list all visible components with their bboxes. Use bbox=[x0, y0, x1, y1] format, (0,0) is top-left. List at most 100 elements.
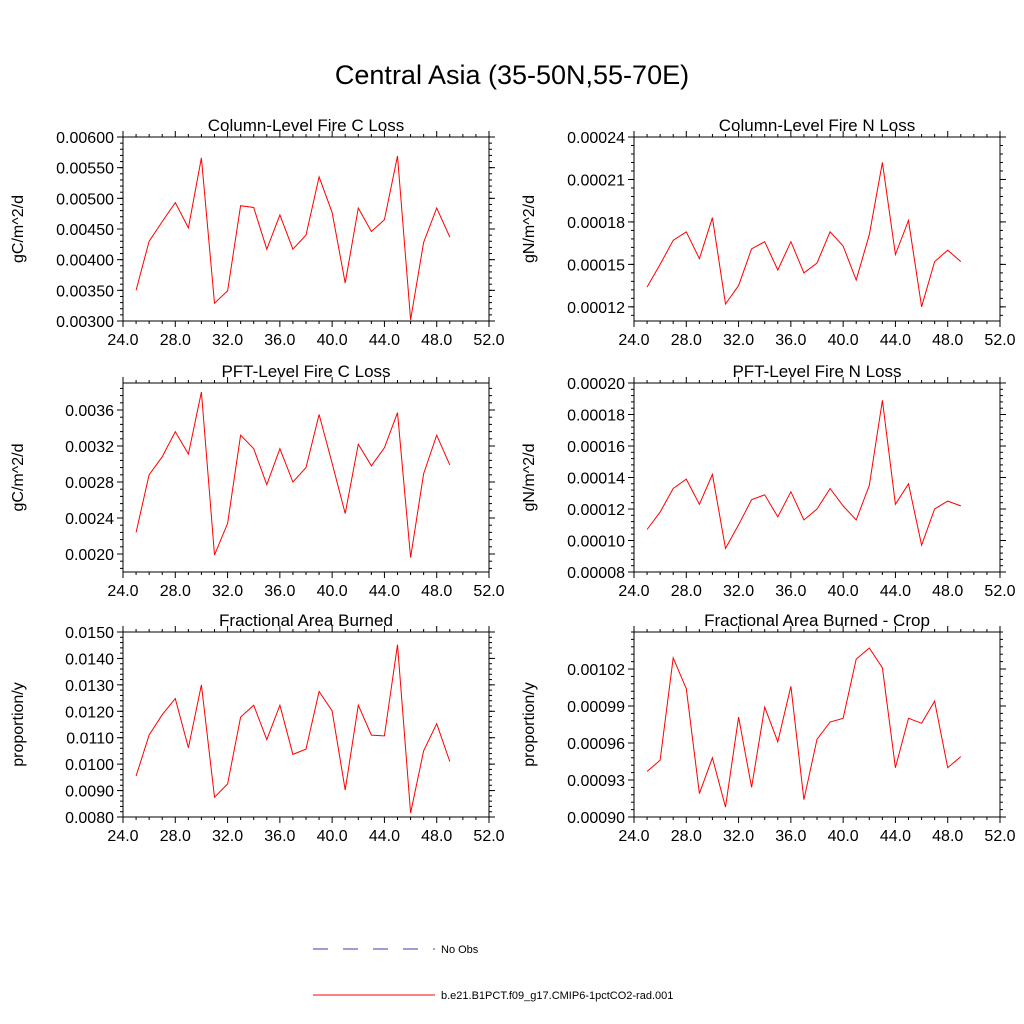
series-line bbox=[135, 391, 451, 558]
y-tick-label: 0.00300 bbox=[56, 314, 114, 331]
x-tick-label: 48.0 bbox=[421, 828, 452, 845]
x-tick-label: 52.0 bbox=[984, 332, 1015, 349]
y-tick-label: 0.00010 bbox=[567, 534, 625, 551]
chart-panel-5: Fractional Area Burned proportion/y 24.0 28… bbox=[10, 611, 505, 845]
y-tick-label: 0.00500 bbox=[56, 191, 114, 208]
plot-frame bbox=[122, 382, 490, 573]
y-axis-label: gC/m^2/d bbox=[10, 195, 27, 263]
x-tick-label: 24.0 bbox=[618, 332, 649, 349]
x-tick-label: 40.0 bbox=[828, 828, 859, 845]
plot-frame bbox=[633, 136, 1001, 322]
y-axis-label: gN/m^2/d bbox=[521, 195, 538, 263]
y-tick-label: 0.00350 bbox=[56, 283, 114, 300]
y-tick-label: 0.00099 bbox=[567, 699, 625, 716]
y-tick-label: 0.0120 bbox=[65, 704, 114, 721]
y-tick-label: 0.00015 bbox=[567, 257, 625, 274]
y-tick-label: 0.00014 bbox=[567, 471, 625, 488]
chart-panel-6: Fractional Area Burned - Crop proportion/… bbox=[521, 611, 1016, 845]
y-tick-label: 0.0110 bbox=[66, 731, 114, 748]
legend: No Obs b.e21.B1PCT.f09_g17.CMIP6-1pctCO2-… bbox=[313, 944, 673, 1002]
x-tick-label: 32.0 bbox=[723, 828, 754, 845]
y-tick-label: 0.00020 bbox=[567, 376, 625, 393]
y-tick-label: 0.0140 bbox=[65, 651, 114, 668]
plot-frame bbox=[633, 631, 1001, 818]
x-tick-label: 48.0 bbox=[421, 583, 452, 600]
plot-frame bbox=[122, 136, 490, 322]
x-tick-label: 40.0 bbox=[317, 332, 348, 349]
x-tick-label: 24.0 bbox=[107, 828, 138, 845]
y-tick-label: 0.0028 bbox=[65, 475, 114, 492]
y-tick-label: 0.0024 bbox=[65, 511, 114, 528]
x-tick-label: 36.0 bbox=[775, 828, 806, 845]
x-tick-label: 24.0 bbox=[107, 332, 138, 349]
y-tick-label: 0.0020 bbox=[65, 547, 114, 564]
chart-title: Fractional Area Burned bbox=[219, 611, 393, 630]
x-tick-label: 32.0 bbox=[212, 828, 243, 845]
series-line bbox=[135, 644, 451, 814]
x-tick-label: 36.0 bbox=[264, 583, 295, 600]
x-tick-label: 28.0 bbox=[671, 332, 702, 349]
plot-frame bbox=[633, 382, 1001, 573]
x-tick-label: 44.0 bbox=[880, 828, 911, 845]
x-tick-label: 52.0 bbox=[473, 828, 504, 845]
y-tick-label: 0.00550 bbox=[56, 161, 114, 178]
chart-title: PFT-Level Fire N Loss bbox=[732, 362, 901, 381]
series-line bbox=[135, 155, 451, 320]
chart-panel-3: PFT-Level Fire C Loss gC/m^2/d 24.0 28.0 32.… bbox=[10, 362, 505, 600]
y-tick-label: 0.00012 bbox=[567, 502, 625, 519]
series-line bbox=[646, 400, 961, 550]
y-tick-label: 0.00096 bbox=[567, 736, 625, 753]
y-tick-label: 0.00018 bbox=[567, 215, 625, 232]
x-tick-label: 48.0 bbox=[932, 828, 963, 845]
y-tick-label: 0.00008 bbox=[567, 565, 625, 582]
plot-frame bbox=[122, 631, 490, 818]
y-tick-label: 0.00012 bbox=[567, 300, 625, 317]
y-tick-label: 0.0090 bbox=[65, 784, 114, 801]
x-tick-label: 28.0 bbox=[671, 828, 702, 845]
y-tick-label: 0.00021 bbox=[567, 172, 625, 189]
x-tick-label: 44.0 bbox=[880, 332, 911, 349]
y-axis-label: gN/m^2/d bbox=[521, 444, 538, 512]
x-tick-label: 44.0 bbox=[880, 583, 911, 600]
y-tick-label: 0.00400 bbox=[56, 253, 114, 270]
y-tick-label: 0.00018 bbox=[567, 408, 625, 425]
y-tick-label: 0.0032 bbox=[65, 439, 114, 456]
x-tick-label: 32.0 bbox=[212, 583, 243, 600]
x-tick-label: 52.0 bbox=[984, 583, 1015, 600]
x-tick-label: 40.0 bbox=[317, 828, 348, 845]
x-tick-label: 48.0 bbox=[421, 332, 452, 349]
page-title: Central Asia (35-50N,55-70E) bbox=[334, 60, 690, 90]
x-tick-label: 36.0 bbox=[264, 332, 295, 349]
x-tick-label: 36.0 bbox=[775, 583, 806, 600]
series-line bbox=[646, 647, 962, 808]
y-axis-label: gC/m^2/d bbox=[10, 444, 27, 512]
x-tick-label: 52.0 bbox=[984, 828, 1015, 845]
x-tick-label: 40.0 bbox=[828, 332, 859, 349]
x-tick-label: 44.0 bbox=[369, 828, 400, 845]
x-tick-label: 24.0 bbox=[618, 828, 649, 845]
y-tick-label: 0.00093 bbox=[567, 773, 625, 790]
x-tick-label: 28.0 bbox=[160, 332, 191, 349]
x-tick-label: 28.0 bbox=[160, 583, 191, 600]
x-tick-label: 28.0 bbox=[671, 583, 702, 600]
y-tick-label: 0.00024 bbox=[567, 130, 625, 147]
chart-panel-4: PFT-Level Fire N Loss gN/m^2/d 24.0 28.0 32.… bbox=[521, 362, 1016, 600]
x-tick-label: 32.0 bbox=[212, 332, 243, 349]
chart-title: Column-Level Fire C Loss bbox=[208, 116, 405, 135]
x-tick-label: 44.0 bbox=[369, 332, 400, 349]
x-tick-label: 24.0 bbox=[107, 583, 138, 600]
x-tick-label: 40.0 bbox=[317, 583, 348, 600]
legend-label: No Obs bbox=[441, 944, 479, 956]
x-tick-label: 28.0 bbox=[160, 828, 191, 845]
y-tick-label: 0.00102 bbox=[567, 662, 625, 679]
x-tick-label: 36.0 bbox=[775, 332, 806, 349]
chart-panel-2: Column-Level Fire N Loss gN/m^2/d 24.0 28.0… bbox=[521, 116, 1016, 349]
x-tick-label: 24.0 bbox=[618, 583, 649, 600]
x-tick-label: 48.0 bbox=[932, 583, 963, 600]
x-tick-label: 52.0 bbox=[473, 583, 504, 600]
x-tick-label: 48.0 bbox=[932, 332, 963, 349]
x-tick-label: 32.0 bbox=[723, 583, 754, 600]
y-axis-label: proportion/y bbox=[521, 682, 538, 767]
x-tick-label: 40.0 bbox=[828, 583, 859, 600]
